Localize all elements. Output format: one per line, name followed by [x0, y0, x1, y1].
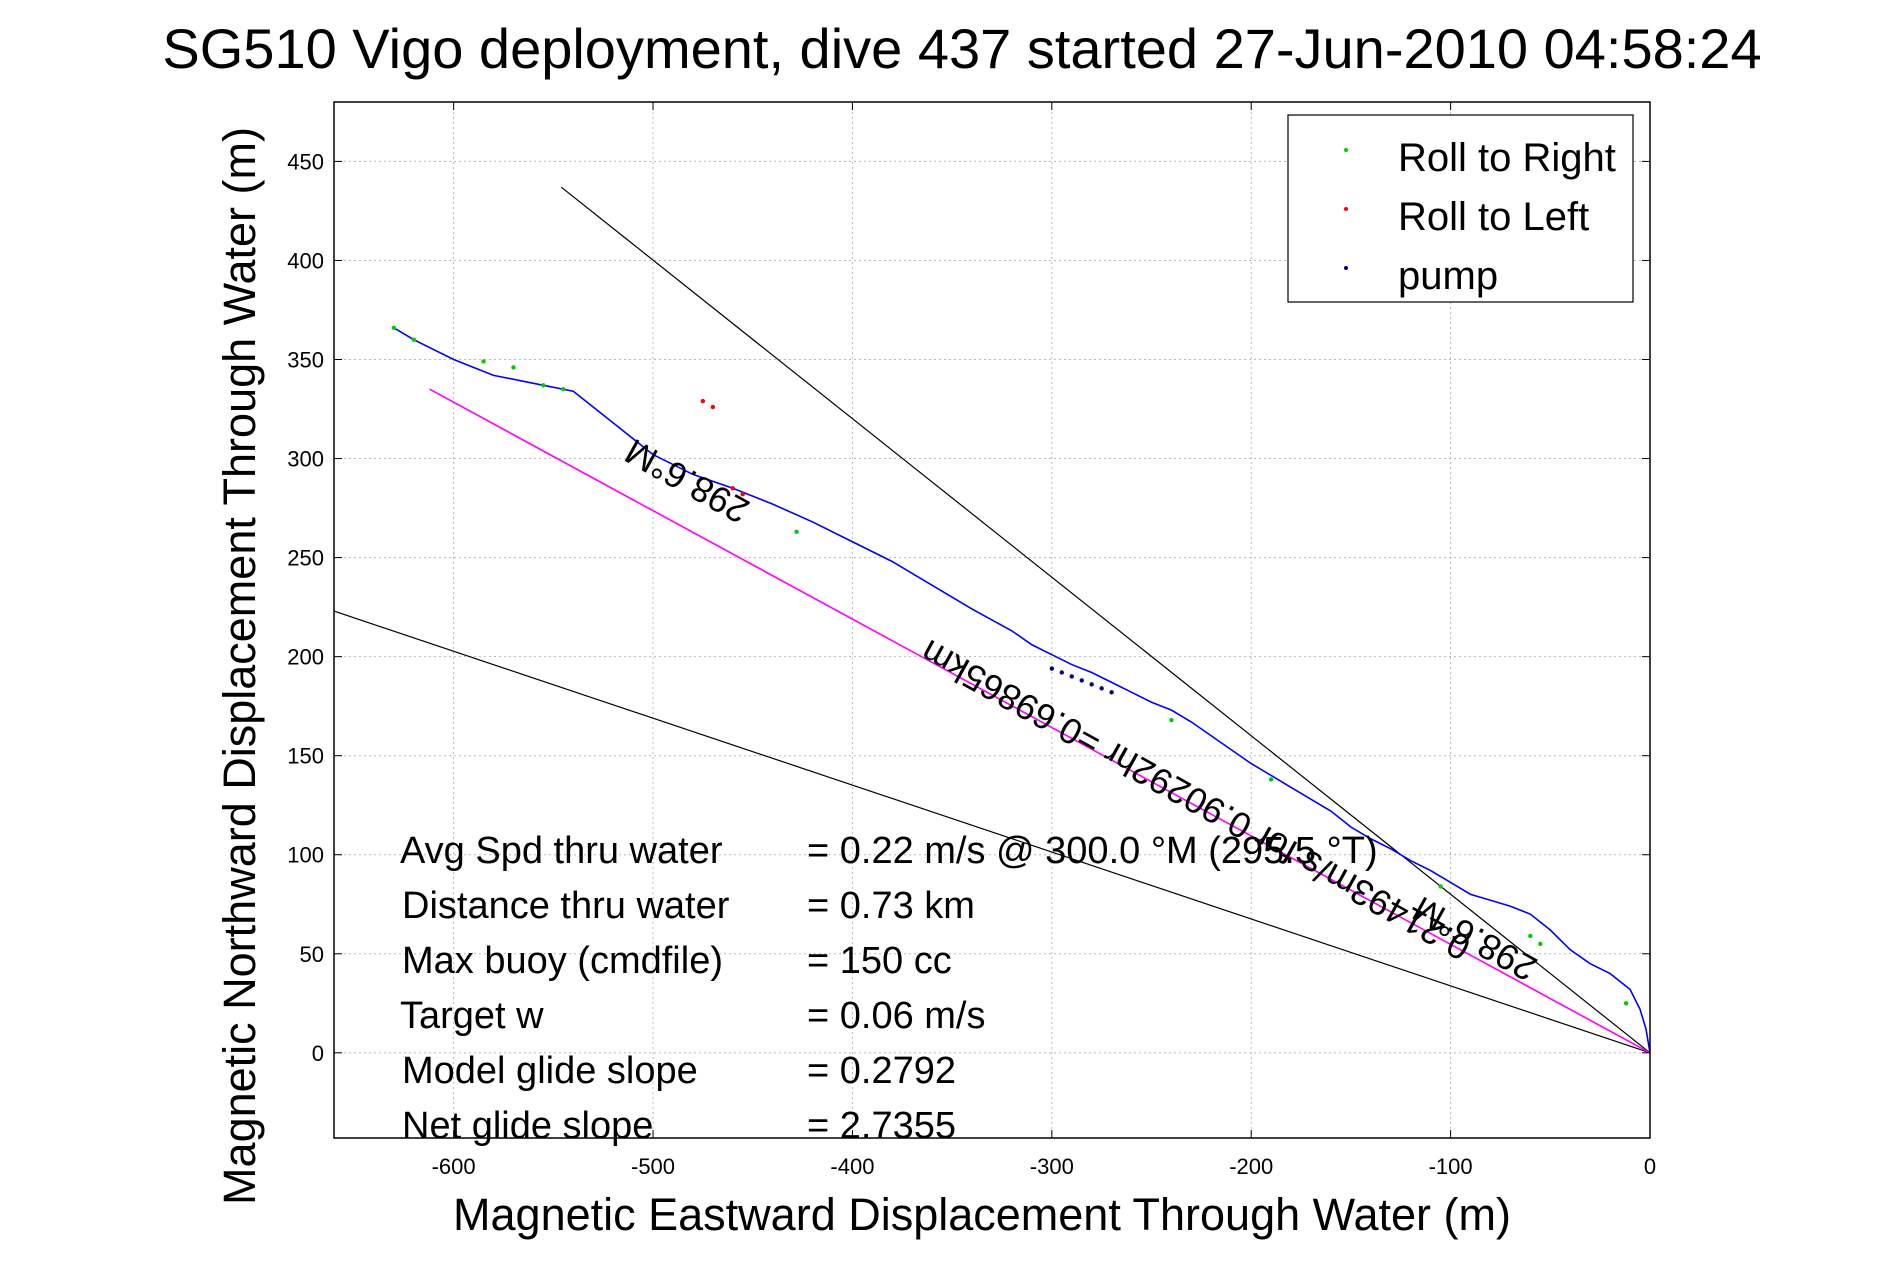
x-tick-label: -200: [1229, 1154, 1273, 1179]
y-tick-label: 150: [287, 744, 324, 769]
roll-right-point: [391, 325, 397, 331]
x-tick-label: -300: [1030, 1154, 1074, 1179]
reference-lines: [333, 186, 1651, 1054]
y-tick-label: 200: [287, 645, 324, 670]
pump-point: [1049, 666, 1055, 671]
y-tick-label: 250: [287, 546, 324, 571]
stat-value-target-w: = 0.06 m/s: [807, 995, 985, 1037]
roll-right-point: [1538, 941, 1543, 947]
y-tick-label: 100: [287, 843, 324, 868]
roll-right-point: [794, 529, 799, 535]
x-tick-label: -500: [631, 1154, 675, 1179]
roll-left-point: [730, 486, 735, 491]
roll-left-point: [710, 404, 716, 410]
roll-right-point: [1528, 933, 1533, 939]
y-tick-label: 450: [287, 149, 324, 174]
stat-value-distance: = 0.73 km: [807, 885, 975, 927]
pump-point: [1069, 674, 1074, 679]
pump-point: [1059, 670, 1064, 675]
reference-line: [560, 186, 1651, 1054]
roll-right-point: [1169, 717, 1174, 723]
legend-marker-roll-right: [1344, 148, 1348, 152]
track-series: [393, 327, 1651, 1054]
legend-marker-roll-left: [1344, 207, 1348, 211]
plot-frame: [333, 101, 1651, 1139]
stat-value-model-glide: = 0.2792: [807, 1050, 956, 1092]
x-tick-label: -400: [830, 1154, 874, 1179]
roll-left-point: [740, 492, 745, 497]
stat-value-net-glide: = 2.7355: [807, 1105, 956, 1147]
pump-point: [1109, 690, 1114, 695]
y-tick-label: 300: [287, 447, 324, 472]
event-markers: [391, 325, 1629, 1006]
reference-line: [333, 610, 1651, 1054]
roll-right-point: [561, 387, 566, 392]
roll-right-point: [541, 383, 546, 388]
dive-statistics: Avg Spd thru water = 0.22 m/s @ 300.0 °M…: [400, 830, 1378, 1147]
roll-right-point: [1268, 777, 1274, 782]
roll-right-point: [1438, 884, 1443, 889]
glider-track-line: [393, 327, 1651, 1053]
x-axis-title: Magnetic Eastward Displacement Through W…: [453, 1189, 1511, 1240]
stat-label-avg-speed: Avg Spd thru water: [400, 830, 723, 872]
roll-right-point: [1623, 1001, 1629, 1006]
net-displacement-line: [429, 388, 1651, 1054]
stat-label-target-w: Target w: [400, 995, 544, 1037]
track-annotation: 298.6°M: [618, 431, 755, 532]
legend-marker-pump: [1344, 266, 1348, 270]
y-tick-label: 400: [287, 248, 324, 273]
legend-label-roll-right: Roll to Right: [1398, 136, 1616, 180]
x-tick-label: 0: [1644, 1154, 1656, 1179]
legend-label-pump: pump: [1398, 254, 1498, 298]
y-tick-label: 350: [287, 348, 324, 373]
legend: Roll to Right Roll to Left pump: [1287, 114, 1634, 303]
x-tick-label: -100: [1429, 1154, 1473, 1179]
stat-label-max-buoy: Max buoy (cmdfile): [402, 940, 723, 982]
y-tick-label: 0: [312, 1041, 324, 1066]
track-annotation: 0.21493m/s for 0.90292hr =0.69865km: [914, 632, 1477, 969]
roll-right-point: [481, 359, 486, 364]
stat-value-max-buoy: = 150 cc: [807, 940, 952, 982]
track-annotations: 298.6°M 0.21493m/s for 0.90292hr =0.69865…: [618, 431, 1543, 990]
legend-label-roll-left: Roll to Left: [1398, 195, 1589, 239]
y-axis-title: Magnetic Northward Displacement Through …: [214, 127, 265, 1205]
axis-ticks: -600 -500 -400 -300 -200 -100 0 0 50 100 150 200 250…: [287, 102, 1656, 1179]
pump-point: [1099, 686, 1104, 691]
roll-left-point: [700, 398, 706, 404]
chart-title: SG510 Vigo deployment, dive 437 started …: [162, 17, 1761, 80]
stat-value-avg-speed: = 0.22 m/s @ 300.0 °M (295.5 °T): [807, 830, 1378, 872]
stat-label-distance: Distance thru water: [402, 885, 730, 927]
pump-point: [1079, 678, 1084, 683]
roll-right-point: [411, 337, 416, 342]
pump-point: [1089, 682, 1094, 687]
x-tick-label: -600: [432, 1154, 476, 1179]
roll-right-point: [511, 365, 516, 370]
stat-label-net-glide: Net glide slope: [402, 1105, 653, 1147]
stat-label-model-glide: Model glide slope: [402, 1050, 698, 1092]
y-tick-label: 50: [300, 942, 324, 967]
